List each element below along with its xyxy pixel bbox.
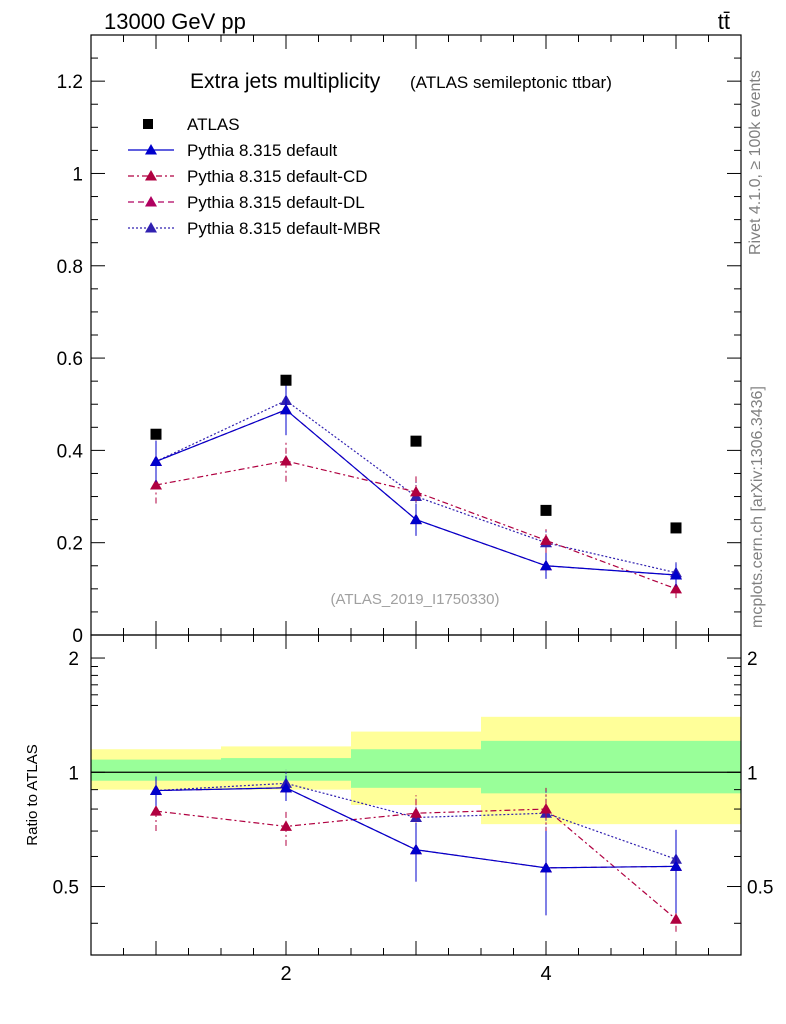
legend-label: Pythia 8.315 default-CD xyxy=(187,167,368,186)
ratio-y-tick-label-right: 0.5 xyxy=(747,878,773,899)
data-point xyxy=(670,569,682,580)
data-point xyxy=(150,455,162,466)
uncertainty-band-green xyxy=(481,740,611,794)
x-tick-label: 4 xyxy=(540,963,551,985)
x-tick-label: 2 xyxy=(280,963,291,985)
series-line xyxy=(155,460,677,590)
legend-label: Pythia 8.315 default xyxy=(187,141,338,160)
y-tick-label: 1 xyxy=(72,164,83,185)
energy-label: 13000 GeV pp xyxy=(104,9,246,34)
data-point xyxy=(150,479,162,490)
ratio-data-point xyxy=(540,861,552,873)
ratio-bands xyxy=(91,716,741,825)
main-axes: 0 0.2 0.4 0.6 0.8 1 1.2 xyxy=(57,34,742,647)
mcplots-label: mcplots.cern.ch [arXiv:1306.3436] xyxy=(749,386,766,628)
data-point xyxy=(670,522,682,534)
analysis-tag: (ATLAS_2019_I1750330) xyxy=(330,591,499,608)
uncertainty-band-green xyxy=(221,758,351,781)
ratio-data-point xyxy=(410,843,422,855)
ratio-data-point xyxy=(540,803,552,814)
ratio-y-tick-label: 1 xyxy=(68,763,79,784)
main-series xyxy=(150,374,682,599)
ratio-data-point xyxy=(670,913,682,924)
data-point xyxy=(540,504,552,516)
ratio-y-tick-label: 2 xyxy=(68,649,79,670)
ratio-data-point xyxy=(280,820,292,831)
ratio-data-point xyxy=(410,807,422,818)
data-point xyxy=(410,435,422,447)
ratio-data-point xyxy=(150,784,162,796)
y-tick-label: 0.4 xyxy=(57,441,84,462)
legend-label: ATLAS xyxy=(187,115,240,134)
uncertainty-band-green xyxy=(611,740,741,794)
legend-marker xyxy=(145,144,157,155)
data-point xyxy=(280,455,292,466)
data-point xyxy=(540,534,552,545)
legend-marker xyxy=(143,119,153,129)
y-tick-label: 0.8 xyxy=(57,257,83,278)
uncertainty-band-green xyxy=(351,749,481,788)
data-point xyxy=(280,374,292,386)
data-point xyxy=(410,485,422,497)
y-tick-label: 0 xyxy=(72,626,83,647)
ratio-data-point xyxy=(280,781,292,793)
data-point xyxy=(150,428,162,440)
ratio-y-tick-label: 0.5 xyxy=(53,878,79,899)
ratio-y-tick-label-right: 2 xyxy=(747,649,758,670)
process-label: tt̄ xyxy=(718,9,730,34)
y-tick-label: 1.2 xyxy=(57,72,83,93)
legend-marker xyxy=(145,222,157,233)
ratio-y-axis-label: Ratio to ATLAS xyxy=(24,744,41,845)
data-point xyxy=(670,582,682,594)
ratio-axes: 0.5 0.5 1 1 2 2 2 4 xyxy=(53,634,773,985)
y-tick-label: 0.6 xyxy=(57,349,83,370)
rivet-label: Rivet 4.1.0, ≥ 100k events xyxy=(747,70,764,255)
ratio-data-point xyxy=(670,860,682,871)
data-point xyxy=(280,403,292,415)
chart-title: Extra jets multiplicity xyxy=(190,70,381,93)
legend-marker xyxy=(145,196,157,207)
ratio-data-point xyxy=(150,805,162,816)
chart-subtitle: (ATLAS semileptonic ttbar) xyxy=(410,73,612,92)
y-tick-label: 0.2 xyxy=(57,534,83,555)
legend: ATLAS Pythia 8.315 default Pythia 8.315 de… xyxy=(128,115,381,238)
data-point xyxy=(540,559,552,571)
ratio-series xyxy=(150,769,682,932)
data-point xyxy=(410,513,422,525)
legend-label: Pythia 8.315 default-MBR xyxy=(187,219,381,238)
ratio-y-tick-label-right: 1 xyxy=(747,763,758,784)
legend-label: Pythia 8.315 default-DL xyxy=(187,193,365,212)
legend-marker xyxy=(145,170,157,181)
uncertainty-band-green xyxy=(91,759,221,781)
